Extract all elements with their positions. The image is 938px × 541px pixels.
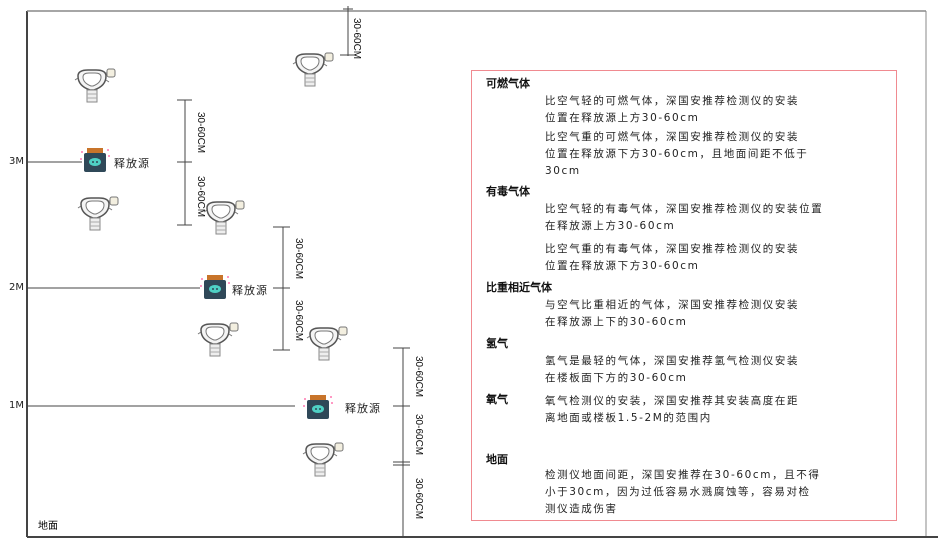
section-paragraph: 氧气检测仪的安装，深国安推荐其安装高度在距 离地面或楼板1.5-2M的范围内	[545, 393, 799, 427]
paragraph-line: 检测仪地面间距，深国安推荐在30-60cm，且不得	[545, 469, 821, 481]
paragraph-line: 比空气轻的有毒气体，深国安推荐检测仪的安装位置	[545, 203, 824, 215]
dimension-label: 30-60CM	[293, 238, 304, 280]
section-heading: 可燃气体	[486, 77, 530, 90]
section-heading: 氧气	[486, 393, 508, 406]
section-paragraph: 比空气轻的有毒气体，深国安推荐检测仪的安装位置 在释放源上方30-60cm	[545, 201, 823, 235]
gas-detector-icon	[306, 326, 350, 366]
release-source-icon	[303, 394, 333, 420]
paragraph-line: 位置在释放源下方30-60cm	[545, 260, 700, 272]
release-source-icon	[80, 147, 110, 173]
section-paragraph: 比空气轻的可燃气体，深国安推荐检测仪的安装 位置在释放源上方30-60cm	[545, 93, 799, 127]
release-source-label: 释放源	[114, 157, 150, 170]
paragraph-line: 测仪造成伤害	[545, 503, 618, 515]
paragraph-line: 离地面或楼板1.5-2M的范围内	[545, 412, 712, 424]
paragraph-line: 氧气检测仪的安装，深国安推荐其安装高度在距	[545, 395, 800, 407]
paragraph-line: 与空气比重相近的气体，深国安推荐检测仪安装	[545, 299, 800, 311]
paragraph-line: 小于30cm，因为过低容易水溅腐蚀等，容易对检	[545, 486, 811, 498]
gas-detector-icon	[197, 322, 241, 362]
section-heading: 有毒气体	[486, 185, 530, 198]
dimension-label: 30-60CM	[413, 356, 424, 398]
release-source-icon	[200, 274, 230, 300]
section-paragraph: 比空气重的有毒气体，深国安推荐检测仪的安装 位置在释放源下方30-60cm	[545, 241, 799, 275]
level-2m-label: 2M	[9, 282, 24, 293]
section-heading: 氢气	[486, 337, 508, 350]
ground-label: 地面	[38, 521, 58, 532]
paragraph-line: 比空气重的有毒气体，深国安推荐检测仪的安装	[545, 243, 800, 255]
release-source-label: 释放源	[345, 402, 381, 415]
dimension-label: 30-60CM	[413, 478, 424, 520]
section-heading: 地面	[486, 453, 508, 466]
section-paragraph: 比空气重的可燃气体，深国安推荐检测仪的安装 位置在释放源下方30-60cm，且地面…	[545, 129, 808, 180]
paragraph-line: 在楼板面下方的30-60cm	[545, 372, 688, 384]
gas-detector-icon	[302, 442, 346, 482]
dimension-lines	[177, 6, 410, 537]
section-heading: 比重相近气体	[486, 281, 552, 294]
release-source-label: 释放源	[232, 284, 268, 297]
paragraph-line: 在释放源上方30-60cm	[545, 220, 676, 232]
paragraph-line: 位置在释放源上方30-60cm	[545, 112, 700, 124]
section-paragraph: 氢气是最轻的气体，深国安推荐氢气检测仪安装 在楼板面下方的30-60cm	[545, 353, 799, 387]
level-1m-label: 1M	[9, 400, 24, 411]
section-paragraph: 检测仪地面间距，深国安推荐在30-60cm，且不得 小于30cm，因为过低容易水溅…	[545, 467, 821, 518]
dimension-label: 30-60CM	[351, 18, 362, 60]
dimension-label: 30-60CM	[195, 112, 206, 154]
paragraph-line: 氢气是最轻的气体，深国安推荐氢气检测仪安装	[545, 355, 800, 367]
dimension-label: 30-60CM	[413, 414, 424, 456]
dimension-label: 30-60CM	[293, 300, 304, 342]
paragraph-line: 比空气轻的可燃气体，深国安推荐检测仪的安装	[545, 95, 800, 107]
level-3m-label: 3M	[9, 156, 24, 167]
paragraph-line: 30cm	[545, 165, 581, 177]
gas-detector-icon	[292, 52, 336, 92]
gas-detector-icon	[203, 200, 247, 240]
installation-guidelines-panel: 可燃气体比空气轻的可燃气体，深国安推荐检测仪的安装 位置在释放源上方30-60cm…	[471, 70, 897, 521]
paragraph-line: 在释放源上下的30-60cm	[545, 316, 688, 328]
section-paragraph: 与空气比重相近的气体，深国安推荐检测仪安装 在释放源上下的30-60cm	[545, 297, 799, 331]
gas-detector-icon	[74, 68, 118, 108]
paragraph-line: 比空气重的可燃气体，深国安推荐检测仪的安装	[545, 131, 800, 143]
gas-detector-icon	[77, 196, 121, 236]
paragraph-line: 位置在释放源下方30-60cm，且地面间距不低于	[545, 148, 809, 160]
